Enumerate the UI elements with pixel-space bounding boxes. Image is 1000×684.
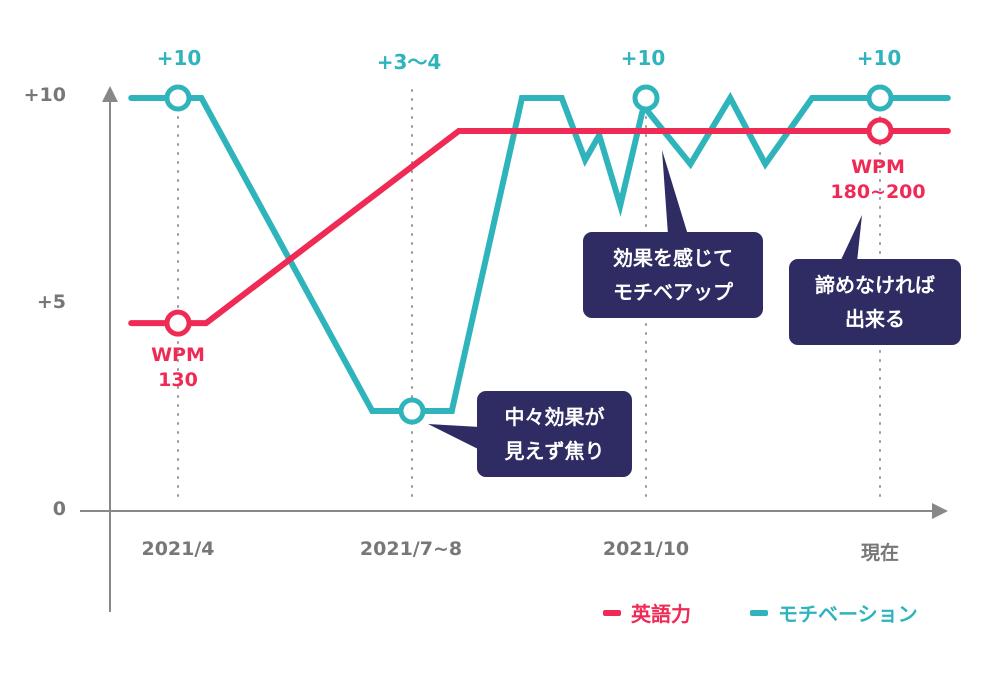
callout-motivation-up: 効果を感じて モチベアップ xyxy=(583,232,763,318)
y-tick-label: +10 xyxy=(23,84,66,106)
data-point-marker xyxy=(632,84,660,112)
wpm-value: 180~200 xyxy=(830,181,926,203)
x-axis-arrow xyxy=(932,503,948,519)
callout-text: 見えず焦り xyxy=(504,439,605,463)
data-point-marker xyxy=(164,84,192,112)
y-axis-arrow xyxy=(102,86,118,102)
wpm-label: WPM xyxy=(851,156,905,178)
top-value-label: +10 xyxy=(856,46,902,70)
legend-label: 英語力 xyxy=(631,602,691,626)
x-tick-label: 現在 xyxy=(860,542,900,564)
x-tick-label: 2021/7~8 xyxy=(359,538,463,560)
data-point-marker xyxy=(866,84,894,112)
callout-pointer xyxy=(662,150,688,235)
wpm-start-label: WPM 130 xyxy=(151,343,205,393)
top-value-label: +10 xyxy=(620,46,666,70)
legend-label: モチベーション xyxy=(778,602,918,626)
top-value-label: +10 xyxy=(156,46,202,70)
data-point-marker xyxy=(866,117,894,145)
y-tick-label: +5 xyxy=(36,291,66,313)
x-tick-label: 2021/4 xyxy=(141,538,215,560)
callout-text: 効果を感じて xyxy=(613,246,733,270)
callout-pointer xyxy=(428,424,480,450)
series-line-motivation xyxy=(128,91,951,415)
data-point-marker xyxy=(164,309,192,337)
legend-swatch xyxy=(603,609,621,616)
data-point-marker xyxy=(398,397,426,425)
callout-frustration: 中々効果が 見えず焦り xyxy=(477,391,632,477)
callout-never-give-up: 諦めなければ 出来る xyxy=(789,259,961,345)
callout-text: 出来る xyxy=(845,307,905,331)
x-tick-label: 2021/10 xyxy=(602,538,690,560)
callout-text: 中々効果が xyxy=(504,405,605,429)
callout-pointer xyxy=(840,215,862,262)
legend-item-english: 英語力 xyxy=(603,598,691,627)
top-value-label: +3〜4 xyxy=(376,50,442,74)
legend-swatch xyxy=(750,609,768,616)
wpm-value: 130 xyxy=(158,369,198,391)
wpm-label: WPM xyxy=(151,344,205,366)
wpm-now-label: WPM 180~200 xyxy=(830,155,925,205)
callout-text: 諦めなければ xyxy=(815,273,935,297)
legend-item-motivation: モチベーション xyxy=(750,598,918,627)
callout-text: モチベアップ xyxy=(613,280,733,304)
y-tick-label: 0 xyxy=(52,498,66,520)
